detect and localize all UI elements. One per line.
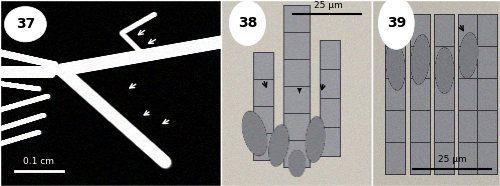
Circle shape	[4, 7, 46, 42]
Text: 37: 37	[16, 17, 35, 31]
Circle shape	[230, 1, 266, 46]
Text: 0.1 cm: 0.1 cm	[23, 157, 54, 166]
Text: 25 μm: 25 μm	[438, 155, 466, 164]
Text: 39: 39	[386, 16, 406, 30]
Text: 25 μm: 25 μm	[314, 1, 342, 10]
Text: 38: 38	[238, 16, 257, 30]
Circle shape	[378, 0, 414, 49]
